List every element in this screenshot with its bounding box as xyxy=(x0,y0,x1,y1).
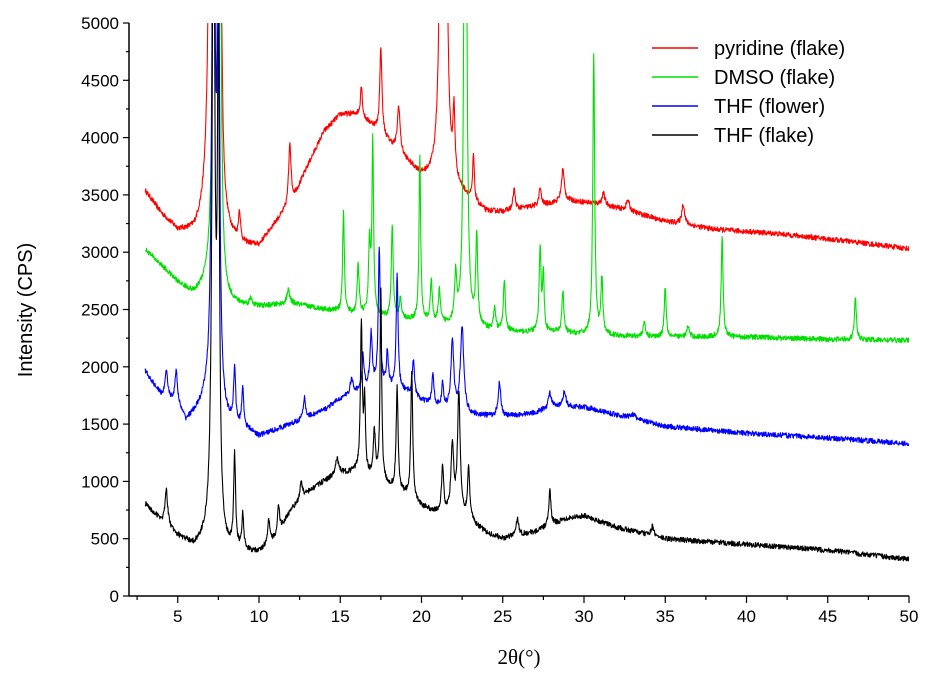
series-layer xyxy=(144,23,909,562)
x-tick-label: 40 xyxy=(737,607,756,626)
x-tick-label: 45 xyxy=(818,607,837,626)
x-axis-title: 2θ(°) xyxy=(498,645,541,669)
x-tick-label: 25 xyxy=(493,607,512,626)
series-line-0 xyxy=(144,23,909,252)
y-tick-label: 1000 xyxy=(81,472,119,491)
y-axis-title: Intensity (CPS) xyxy=(15,243,37,377)
legend-label-0: pyridine (flake) xyxy=(714,38,845,60)
y-tick-label: 3500 xyxy=(81,186,119,205)
y-tick-label: 2500 xyxy=(81,301,119,320)
x-tick-label: 10 xyxy=(250,607,269,626)
y-tick-label: 0 xyxy=(110,587,119,606)
y-tick-label: 2000 xyxy=(81,358,119,377)
series-line-3 xyxy=(144,23,909,562)
x-tick-label: 20 xyxy=(412,607,431,626)
y-tick-label: 500 xyxy=(91,530,119,549)
y-tick-label: 4500 xyxy=(81,71,119,90)
series-line-1 xyxy=(145,23,909,344)
legend-label-2: THF (flower) xyxy=(714,96,825,118)
y-tick-label: 4000 xyxy=(81,129,119,148)
x-tick-label: 15 xyxy=(331,607,350,626)
x-tick-label: 30 xyxy=(575,607,594,626)
x-tick-label: 35 xyxy=(656,607,675,626)
legend-label-1: DMSO (flake) xyxy=(714,67,835,89)
legend-label-3: THF (flake) xyxy=(714,125,814,147)
x-tick-label: 50 xyxy=(900,607,919,626)
legend: pyridine (flake) DMSO (flake) THF (flower)… xyxy=(652,38,845,147)
x-tick-label: 5 xyxy=(173,607,182,626)
series-line-2 xyxy=(144,23,909,447)
y-tick-label: 5000 xyxy=(81,14,119,33)
axes: 0 500 1000 1500 2000 2500 3000 3500 4000 4500 5000… xyxy=(81,14,918,626)
y-tick-label: 3000 xyxy=(81,243,119,262)
y-tick-label: 1500 xyxy=(81,415,119,434)
